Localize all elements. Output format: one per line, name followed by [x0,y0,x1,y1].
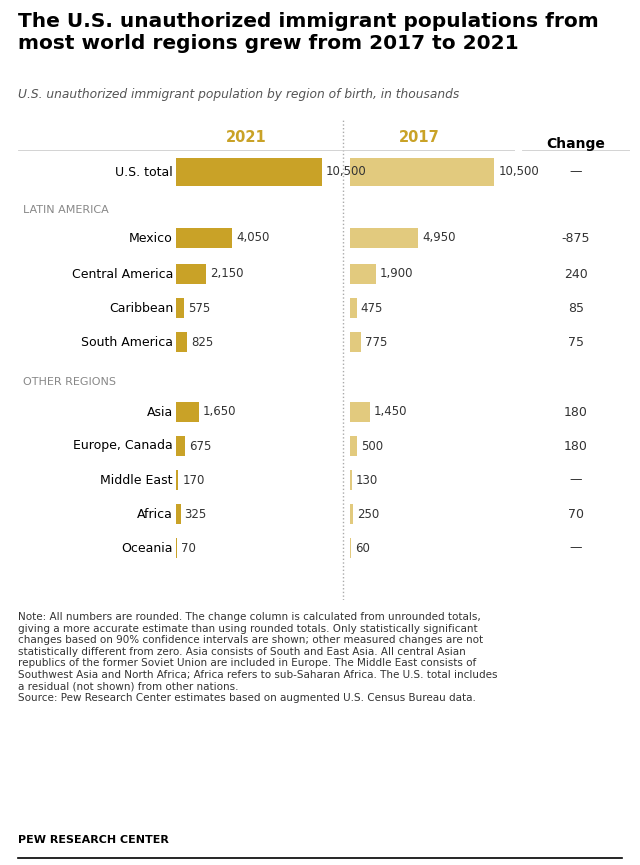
Bar [350,264,376,284]
Text: Europe, Canada: Europe, Canada [73,439,173,452]
Text: 675: 675 [189,439,212,452]
Text: South America: South America [81,336,173,349]
Bar [176,298,184,318]
Text: 85: 85 [568,302,584,315]
Text: LATIN AMERICA: LATIN AMERICA [23,205,109,215]
Text: U.S. unauthorized immigrant population by region of birth, in thousands: U.S. unauthorized immigrant population b… [18,88,460,101]
Text: 1,900: 1,900 [380,267,413,280]
Text: Asia: Asia [147,406,173,419]
Text: 1,650: 1,650 [203,406,236,419]
Text: PEW RESEARCH CENTER: PEW RESEARCH CENTER [18,835,169,845]
Text: 2021: 2021 [226,131,266,145]
Text: -875: -875 [562,232,590,245]
Text: 2,150: 2,150 [210,267,243,280]
Text: Caribbean: Caribbean [109,302,173,315]
Text: 4,950: 4,950 [422,232,456,245]
Bar [176,228,232,248]
Text: Central America: Central America [72,267,173,280]
Bar [176,402,199,422]
Text: 2017: 2017 [399,131,440,145]
Text: Middle East: Middle East [100,473,173,486]
Bar [176,538,177,558]
Text: 500: 500 [361,439,383,452]
Text: 180: 180 [564,439,588,452]
Bar [350,402,370,422]
Text: Change: Change [547,137,605,151]
Text: 1,450: 1,450 [374,406,408,419]
Bar [176,436,186,456]
Text: 10,500: 10,500 [326,165,367,178]
Text: The U.S. unauthorized immigrant populations from
most world regions grew from 20: The U.S. unauthorized immigrant populati… [18,12,599,53]
Text: Note: All numbers are rounded. The change column is calculated from unrounded to: Note: All numbers are rounded. The chang… [18,612,497,703]
Text: —: — [570,541,582,554]
Bar [350,436,357,456]
Bar [350,538,351,558]
Text: 130: 130 [356,473,378,486]
Text: U.S. total: U.S. total [115,165,173,178]
Text: Africa: Africa [137,508,173,521]
Text: 180: 180 [564,406,588,419]
Text: —: — [570,473,582,486]
Text: 475: 475 [360,302,383,315]
Bar [350,470,352,490]
Text: Oceania: Oceania [122,541,173,554]
Text: 325: 325 [184,508,207,521]
Text: 575: 575 [188,302,211,315]
Text: 240: 240 [564,267,588,280]
Text: 75: 75 [568,336,584,349]
Text: 825: 825 [191,336,214,349]
Text: 60: 60 [355,541,370,554]
Text: —: — [570,165,582,178]
Bar [350,228,418,248]
Text: OTHER REGIONS: OTHER REGIONS [23,377,116,387]
Text: Mexico: Mexico [129,232,173,245]
Bar [350,504,353,524]
Bar [176,332,188,352]
Text: 70: 70 [568,508,584,521]
Bar [176,264,206,284]
Bar [176,158,322,186]
Text: 10,500: 10,500 [499,165,539,178]
Bar [350,298,356,318]
Bar [350,158,494,186]
Bar [176,504,180,524]
Text: 70: 70 [181,541,196,554]
Bar [350,332,361,352]
Bar [176,470,179,490]
Text: 250: 250 [357,508,380,521]
Text: 4,050: 4,050 [236,232,269,245]
Text: 775: 775 [365,336,387,349]
Text: 170: 170 [182,473,205,486]
